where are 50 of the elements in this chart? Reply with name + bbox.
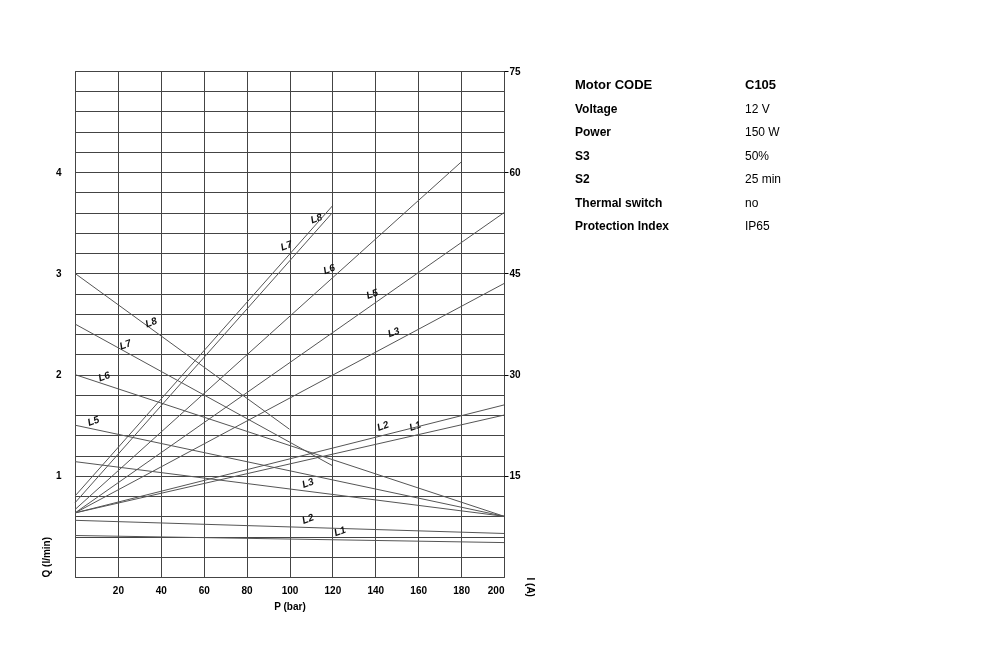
y2-tick-label: 45 [509,267,522,279]
text: S3 [575,148,590,163]
x-tick-label: 120 [324,584,342,596]
x-axis-title: P (bar) [274,600,306,612]
annotation: L3 [300,475,316,490]
text: S2 [575,172,590,186]
annotation: L6 [96,368,112,384]
y-tick-label: 4 [55,166,62,178]
annotation: L1 [332,523,348,539]
annotation: L8 [143,314,159,330]
x-tick-label: 20 [112,584,125,596]
text: 50% [745,148,770,163]
text: 150 W [745,125,781,139]
y-tick-label: 1 [55,470,62,482]
annotation: L7 [278,238,295,253]
x-tick-label: 160 [410,584,428,596]
annotation: L1 [407,418,423,433]
y2-tick-label: 30 [509,369,522,381]
text: Protection Index [575,219,670,233]
text: Motor CODE [575,77,653,92]
annotation: L2 [375,418,391,433]
x-tick-label: 100 [281,584,299,596]
x-tick-label: 80 [241,584,254,596]
text: Voltage [575,101,618,116]
annotation: L2 [300,511,316,526]
annotation: L5 [364,286,380,301]
x-tick-label: 140 [367,584,385,596]
x-tick-label: 180 [453,584,471,596]
y-axis-title: Q (l/min) [40,536,52,578]
text: 25 min [745,172,782,186]
y2-tick-label: 60 [509,166,522,178]
text: Power [575,125,612,139]
y2-tick-label: 75 [509,65,522,77]
text: no [745,195,759,210]
annotation: L7 [118,337,134,352]
annotation: L6 [321,261,337,277]
text: Thermal switch [575,195,663,210]
annotation: L3 [386,324,402,340]
y-tick-label: 3 [55,267,62,279]
x-tick-label: 40 [155,584,168,596]
text: 12 V [745,101,770,116]
y-tick-label: 2 [55,369,62,381]
text: C105 [745,77,777,92]
text: IP65 [745,219,771,233]
x-tick-label: 60 [198,584,211,596]
y2-axis-title: I (A) [524,577,536,597]
annotation: L8 [308,210,325,226]
x-tick-label: 200 [487,584,505,596]
annotation: L5 [85,413,101,428]
y2-tick-label: 15 [509,470,522,482]
